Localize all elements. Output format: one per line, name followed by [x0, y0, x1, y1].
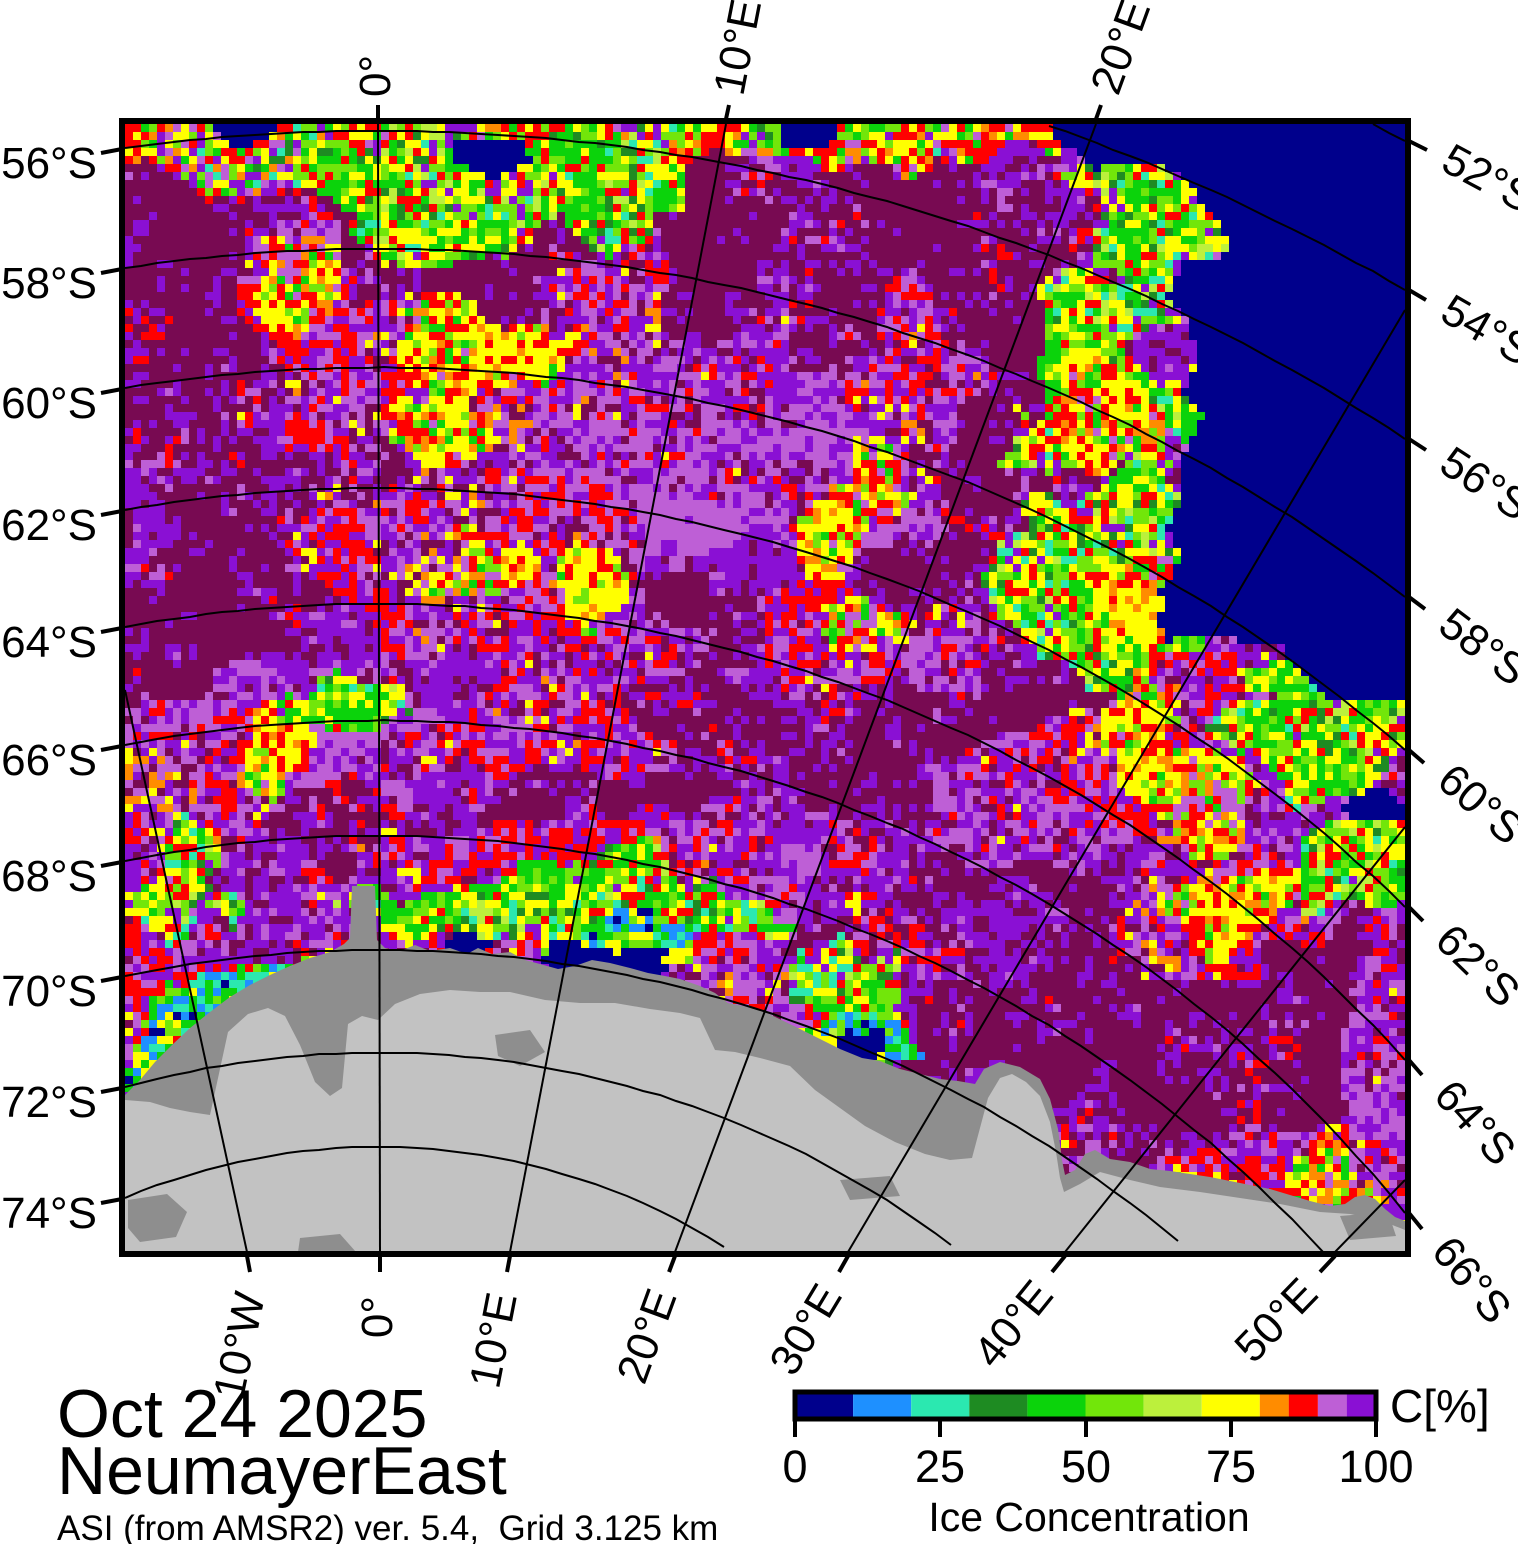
svg-text:70°S: 70°S: [1, 967, 97, 1016]
svg-text:66°S: 66°S: [1, 736, 97, 785]
svg-text:74°S: 74°S: [1, 1189, 97, 1238]
svg-text:NeumayerEast: NeumayerEast: [57, 1433, 507, 1509]
svg-text:56°S: 56°S: [1, 139, 97, 188]
svg-text:ASI (from AMSR2) ver. 5.4, Gr: ASI (from AMSR2) ver. 5.4, Grid 3.125 km: [57, 1509, 718, 1544]
svg-text:60°S: 60°S: [1, 379, 97, 428]
svg-text:0: 0: [782, 1441, 807, 1492]
svg-text:Ice Concentration: Ice Concentration: [928, 1494, 1249, 1540]
svg-text:25: 25: [915, 1441, 965, 1492]
svg-text:0°: 0°: [351, 55, 400, 97]
svg-text:Oct 24 2025: Oct 24 2025: [57, 1376, 427, 1452]
svg-text:0°: 0°: [353, 1296, 402, 1338]
svg-text:C[%]: C[%]: [1390, 1380, 1490, 1432]
svg-text:58°S: 58°S: [1, 259, 97, 308]
svg-text:62°S: 62°S: [1, 501, 97, 550]
svg-text:75: 75: [1206, 1441, 1256, 1492]
svg-text:50: 50: [1061, 1441, 1111, 1492]
svg-text:68°S: 68°S: [1, 852, 97, 901]
svg-text:72°S: 72°S: [1, 1078, 97, 1127]
svg-text:100: 100: [1338, 1441, 1413, 1492]
svg-text:64°S: 64°S: [1, 618, 97, 667]
